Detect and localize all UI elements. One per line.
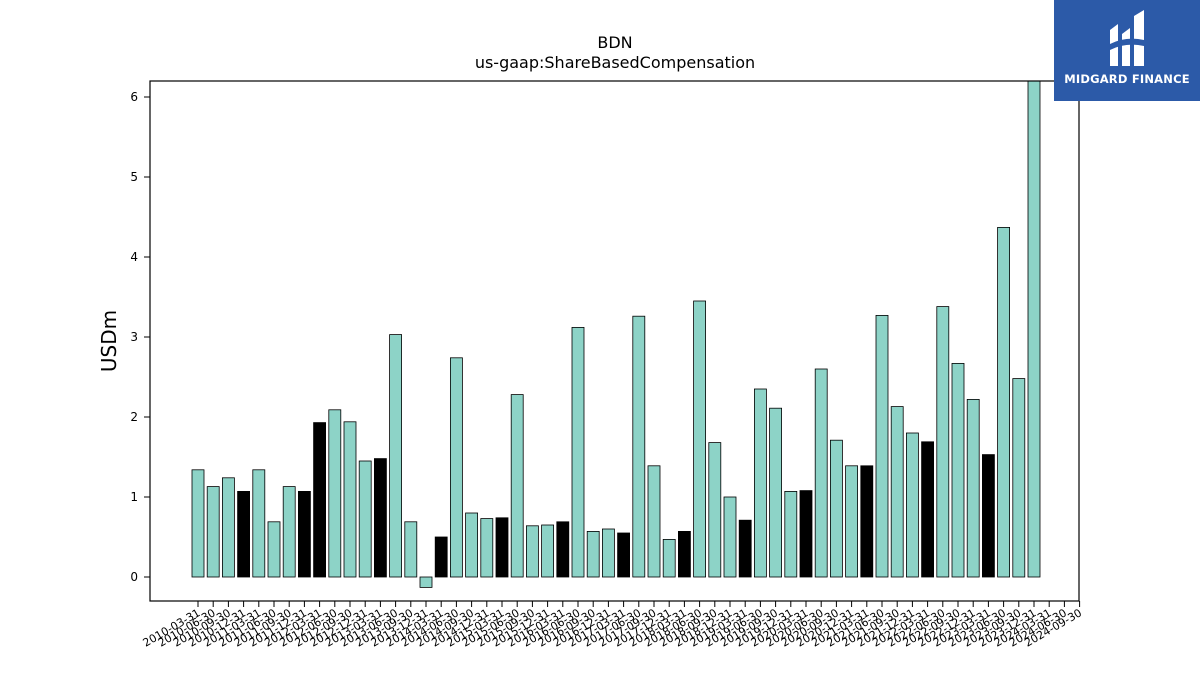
y-ticks-group: 0 1 2 3 4 5 6	[130, 90, 150, 584]
bar-2020-03-31	[799, 490, 813, 578]
bar-2012-06-30	[328, 409, 342, 578]
brand-name: MIDGARD FINANCE	[1064, 72, 1190, 86]
bar-2019-12-31	[784, 490, 798, 578]
chart-subtitle: us-gaap:ShareBasedCompensation	[475, 53, 755, 72]
bar-2010-09-30	[221, 477, 235, 578]
bar-2016-09-30	[586, 531, 600, 578]
bar-2018-06-30	[693, 300, 706, 578]
bar-2016-06-30	[571, 326, 585, 578]
bar-2018-09-30	[708, 442, 722, 578]
bar-2020-12-31	[845, 465, 858, 578]
bar-2013-06-30	[389, 334, 403, 578]
bar-2023-09-30	[1012, 378, 1026, 578]
bar-2013-09-30	[404, 521, 418, 578]
bar-2011-06-30	[267, 521, 281, 578]
y-tick-label: 1	[130, 490, 138, 504]
bar-2012-12-31	[358, 460, 372, 578]
bar-2017-06-30	[632, 315, 646, 578]
y-tick-label: 2	[130, 410, 138, 424]
bar-2016-12-31	[602, 528, 615, 578]
y-tick-label: 3	[130, 330, 138, 344]
logo-mark-icon	[1110, 10, 1144, 66]
bar-2022-09-30	[951, 362, 965, 578]
bar-2015-12-31	[541, 524, 554, 578]
y-axis-label: USDm	[97, 310, 121, 372]
bar-2017-09-30	[647, 465, 661, 578]
x-ticks-group: 2010-03-312010-06-302010-09-302010-12-31…	[141, 601, 1084, 650]
bar-2010-03-31	[191, 469, 205, 578]
bar-2010-06-30	[206, 486, 220, 578]
bar-2014-12-31	[480, 518, 494, 578]
bar-2018-03-31	[678, 531, 691, 578]
y-tick-label: 4	[130, 250, 138, 264]
bar-2022-03-31	[921, 441, 934, 578]
bar-2021-03-31	[860, 465, 874, 578]
bar-2019-09-30	[769, 407, 782, 578]
bar-2010-12-31	[237, 490, 251, 578]
y-tick-label: 0	[130, 570, 138, 584]
bar-2021-12-31	[906, 432, 919, 578]
bar-2020-06-30	[814, 368, 828, 578]
bar-2015-03-31	[495, 517, 509, 578]
bar-2023-03-31	[982, 454, 995, 578]
bar-2014-06-30	[449, 357, 463, 578]
brand-logo: MIDGARD FINANCE	[1054, 0, 1200, 101]
plot-frame	[149, 80, 1080, 602]
bar-2016-03-31	[556, 521, 570, 578]
y-tick-label: 5	[130, 170, 138, 184]
bar-2019-06-30	[754, 388, 767, 578]
bar-2021-09-30	[890, 406, 904, 578]
bar-2014-03-31	[434, 536, 448, 578]
bar-2018-12-31	[723, 496, 737, 578]
chart-title: BDN	[597, 33, 632, 52]
bar-2022-06-30	[936, 306, 950, 578]
bars-group	[191, 80, 1041, 588]
bar-2012-09-30	[343, 421, 357, 578]
bar-2013-12-31	[419, 576, 433, 588]
bar-2023-12-31	[1027, 80, 1041, 578]
bar-2012-03-31	[313, 422, 327, 578]
bar-2015-09-30	[526, 525, 539, 578]
bar-2011-03-31	[252, 469, 266, 578]
bar-2014-09-30	[465, 512, 479, 578]
bar-2017-03-31	[617, 532, 630, 578]
bar-2022-12-31	[966, 398, 980, 578]
bar-2020-09-30	[830, 439, 843, 578]
y-tick-label: 6	[130, 90, 138, 104]
bar-2021-06-30	[875, 314, 889, 578]
bar-2011-12-31	[297, 490, 311, 578]
bar-2011-09-30	[282, 486, 296, 578]
bar-2013-03-31	[373, 458, 387, 578]
bar-2015-06-30	[510, 394, 524, 578]
bar-2019-03-31	[738, 519, 752, 578]
bar-2023-06-30	[997, 226, 1010, 578]
bar-2017-12-31	[662, 539, 676, 578]
